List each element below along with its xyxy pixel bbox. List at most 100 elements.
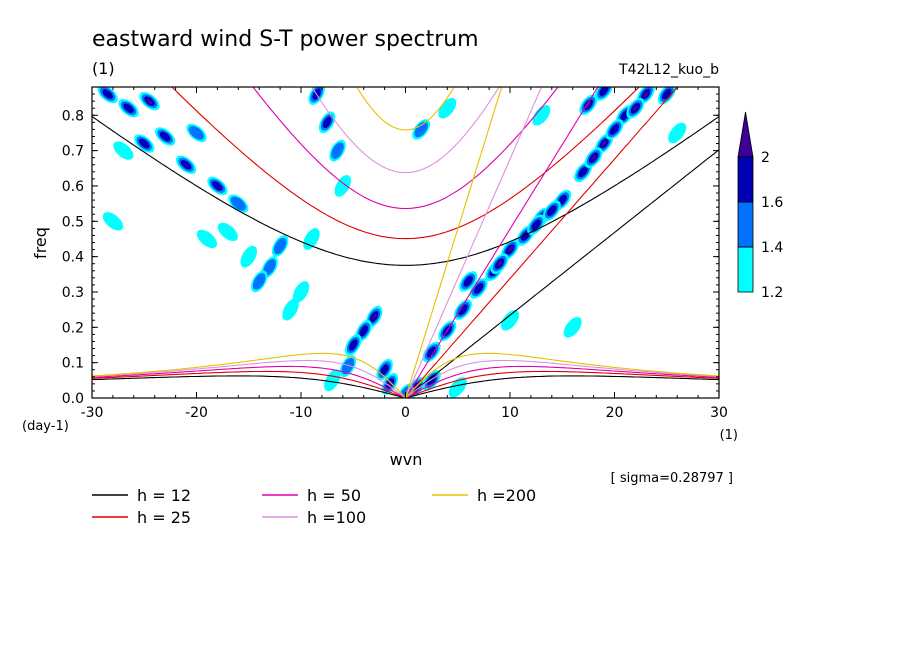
plot-frame: [91, 86, 720, 399]
power-blob: [228, 194, 249, 213]
colorbar-segment: [737, 201, 754, 248]
power-blob: [186, 123, 207, 143]
power-blob: [324, 369, 341, 392]
y-tick-label: 0.1: [62, 356, 84, 372]
kelvin-curve: [404, 87, 543, 398]
kelvin-curve: [405, 87, 599, 398]
chart-subtitle-left: (1): [92, 59, 115, 78]
power-contour-level: [138, 138, 150, 149]
power-blob: [657, 87, 676, 105]
y-tick-label: 0.7: [62, 144, 84, 160]
gravity-curve: [92, 116, 719, 266]
power-contour-level: [438, 97, 457, 119]
power-blob: [422, 341, 441, 363]
legend-label: h =100: [307, 508, 366, 527]
power-blob: [207, 176, 228, 196]
legend-entry: h =100: [262, 508, 366, 527]
power-contour-level: [609, 124, 620, 135]
power-blob: [563, 317, 582, 338]
power-blob: [584, 147, 603, 168]
power-blob: [412, 119, 431, 140]
power-contour-level: [146, 98, 153, 104]
power-contour-level: [668, 122, 687, 144]
colorbar-segment: [737, 246, 754, 293]
x-tick-label: 0: [401, 405, 410, 421]
y-tick-label: 0.8: [62, 108, 84, 124]
power-contour-level: [324, 369, 341, 392]
chart-title: eastward wind S-T power spectrum: [92, 27, 479, 52]
power-contour-level: [380, 364, 389, 376]
power-contour-level: [212, 181, 223, 191]
rossby-curve: [92, 365, 719, 398]
dispersion-curves: [92, 87, 719, 398]
power-blob: [527, 214, 546, 236]
power-blob: [532, 105, 551, 126]
power-blob: [271, 235, 289, 257]
colorbar-extension: [737, 111, 754, 158]
power-blob: [376, 358, 393, 381]
power-contour-level: [448, 377, 467, 398]
power-blob: [102, 212, 123, 231]
power-contour-level: [252, 273, 266, 290]
colorbar-label: 1.2: [761, 285, 783, 301]
power-contour-level: [113, 141, 134, 160]
power-contour-level: [123, 103, 134, 113]
legend-entry: h =200: [432, 486, 536, 505]
power-contour-level: [578, 166, 588, 178]
colorbar-label: 1.6: [761, 195, 783, 211]
power-contour-level: [188, 125, 205, 140]
kelvin-curve: [405, 149, 719, 398]
power-contour-level: [263, 258, 276, 276]
x-axis-label: wvn: [390, 450, 423, 469]
power-contour-level: [230, 196, 246, 211]
power-contour-level: [426, 346, 437, 358]
power-blob: [668, 122, 687, 144]
kelvin-curve: [405, 87, 679, 398]
power-blob: [501, 309, 519, 331]
y-axis: 0.0 0.1 0.2 0.3 0.4 0.5 0.6 0.7 0.8: [62, 93, 719, 407]
x-tick-label: -30: [81, 405, 104, 421]
power-contour-level: [322, 116, 332, 129]
power-blob: [250, 270, 268, 293]
power-blob: [196, 229, 218, 249]
power-blob: [469, 278, 488, 299]
y-axis-label: freq: [31, 227, 50, 259]
power-blob: [118, 99, 139, 118]
power-contour-level: [643, 91, 649, 97]
rossby-curve: [92, 375, 719, 398]
power-blob: [139, 91, 160, 111]
power-contour-level: [532, 105, 551, 126]
legend: h = 12 h = 25 h = 50 h =100 h =200: [92, 486, 536, 527]
rossby-curve: [92, 370, 719, 398]
power-blob: [134, 134, 155, 153]
power-blob: [542, 200, 561, 221]
power-contour-level: [292, 281, 310, 303]
legend-label: h = 25: [137, 508, 191, 527]
power-contour-level: [591, 154, 597, 161]
power-blob: [329, 139, 346, 162]
y-tick-label: 0.4: [62, 250, 84, 266]
power-blob: [595, 87, 614, 101]
power-contour-level: [371, 313, 377, 320]
colorbar: 1.2 1.4 1.6 2: [737, 111, 783, 301]
kelvin-curve: [404, 87, 503, 398]
power-contour-level: [632, 105, 638, 112]
power-contour-level: [547, 205, 557, 217]
y-tick-label: 0.5: [62, 214, 84, 230]
gravity-curve: [311, 87, 500, 174]
power-blob: [459, 271, 478, 292]
power-contour-level: [585, 101, 591, 108]
power-contour-level: [102, 212, 123, 231]
x-tick-label: 30: [710, 405, 728, 421]
power-blob: [448, 377, 467, 398]
sigma-annotation: [ sigma=0.28797 ]: [611, 471, 733, 486]
power-contour-level: [282, 298, 299, 321]
power-contour-level: [531, 219, 541, 231]
power-blob: [438, 97, 457, 119]
power-contour-level: [359, 325, 368, 337]
legend-entry: h = 12: [92, 486, 191, 505]
power-contour-level: [473, 283, 484, 294]
power-contour-level: [348, 339, 358, 351]
power-contour-level: [501, 309, 519, 331]
power-contour-level: [273, 237, 287, 255]
